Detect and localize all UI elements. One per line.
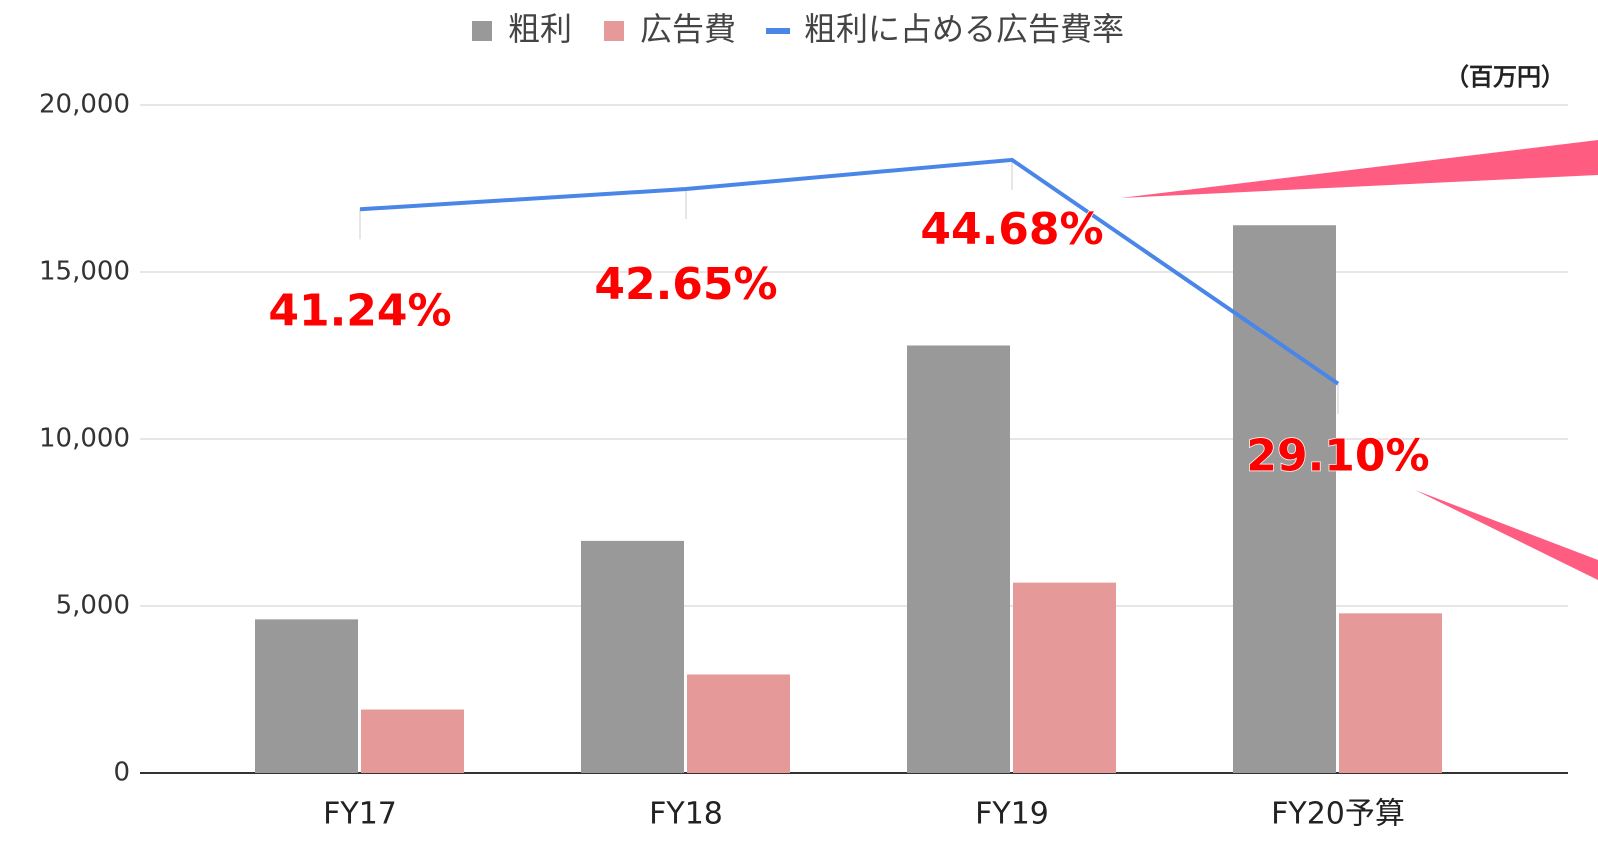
legend-label: 広告費 — [640, 10, 736, 48]
x-tick-label: FY19 — [975, 797, 1049, 832]
legend-swatch — [766, 28, 791, 34]
x-tick-label: FY18 — [649, 797, 723, 832]
bar — [1233, 225, 1336, 774]
bar — [1339, 613, 1442, 773]
data-label: 42.65% — [594, 259, 777, 310]
legend-swatch — [604, 21, 625, 41]
bar — [1013, 582, 1116, 773]
legend: 粗利 広告費 粗利に占める広告費率 — [472, 10, 1124, 48]
y-tick-label: 5,000 — [56, 591, 130, 621]
bar — [907, 345, 1010, 773]
x-tick-label: FY17 — [323, 797, 397, 832]
data-label: 29.10% — [1246, 431, 1429, 482]
data-label: 41.24% — [268, 285, 451, 336]
legend-label: 粗利 — [508, 10, 572, 48]
legend-swatch — [472, 21, 492, 41]
bar — [361, 709, 464, 773]
data-label: 44.68% — [920, 204, 1103, 255]
callout-arrow — [1415, 490, 1598, 580]
y-tick-label: 20,000 — [39, 90, 130, 120]
bar — [581, 540, 684, 773]
line — [359, 157, 1340, 386]
x-tick-label: FY20予算 — [1271, 797, 1405, 832]
legend-label: 粗利に占める広告費率 — [804, 10, 1124, 48]
unit-note: （百万円） — [1445, 63, 1565, 91]
bar — [255, 619, 358, 773]
y-tick-label: 10,000 — [39, 424, 130, 454]
bar — [687, 674, 790, 773]
y-tick-label: 0 — [113, 758, 130, 788]
callout-arrow — [1120, 140, 1598, 198]
y-tick-label: 15,000 — [39, 257, 130, 287]
